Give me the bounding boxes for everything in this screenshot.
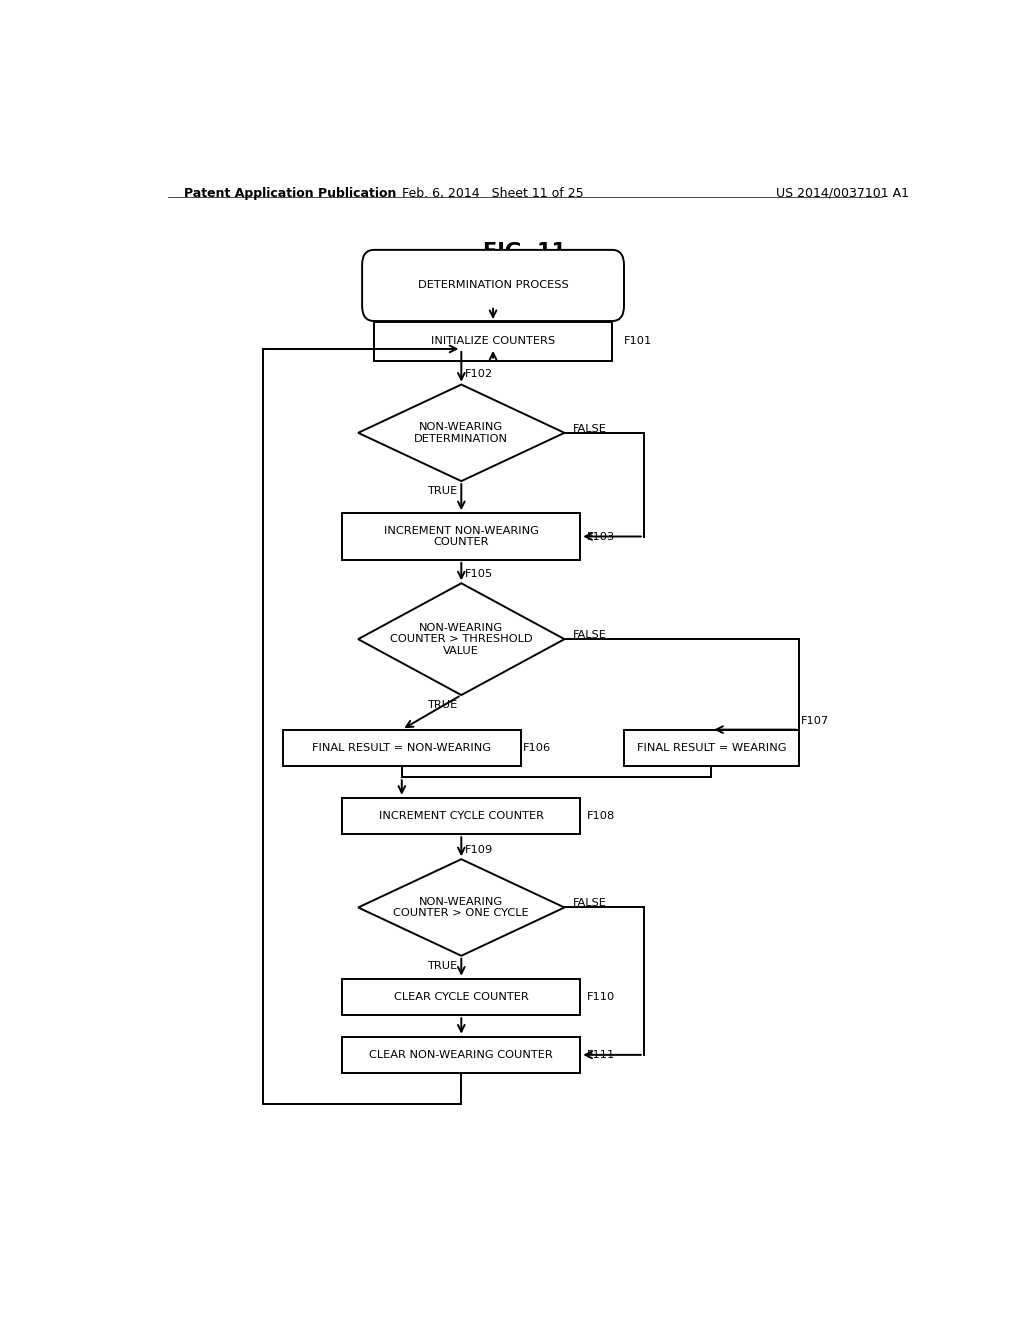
Text: F110: F110: [587, 991, 615, 1002]
Text: F101: F101: [624, 337, 652, 346]
Text: NON-WEARING
COUNTER > THRESHOLD
VALUE: NON-WEARING COUNTER > THRESHOLD VALUE: [390, 623, 532, 656]
Bar: [624, 730, 799, 766]
Text: F102: F102: [465, 370, 494, 379]
Text: FIG. 11: FIG. 11: [483, 242, 566, 261]
Bar: [342, 1036, 581, 1073]
Text: CLEAR NON-WEARING COUNTER: CLEAR NON-WEARING COUNTER: [370, 1049, 553, 1060]
Text: F106: F106: [523, 743, 551, 752]
Text: F105: F105: [465, 569, 494, 579]
FancyBboxPatch shape: [362, 249, 624, 321]
Text: INCREMENT NON-WEARING
COUNTER: INCREMENT NON-WEARING COUNTER: [384, 525, 539, 548]
Text: INITIALIZE COUNTERS: INITIALIZE COUNTERS: [431, 337, 555, 346]
Bar: [342, 978, 581, 1015]
Text: US 2014/0037101 A1: US 2014/0037101 A1: [776, 187, 908, 199]
Text: DETERMINATION PROCESS: DETERMINATION PROCESS: [418, 280, 568, 290]
Text: F108: F108: [587, 810, 615, 821]
Text: F107: F107: [801, 715, 829, 726]
Bar: [342, 513, 581, 560]
Text: FINAL RESULT = NON-WEARING: FINAL RESULT = NON-WEARING: [312, 743, 492, 752]
Text: TRUE: TRUE: [427, 961, 458, 970]
Polygon shape: [358, 583, 564, 696]
Text: FALSE: FALSE: [572, 899, 606, 908]
Text: Patent Application Publication: Patent Application Publication: [183, 187, 396, 199]
Text: TRUE: TRUE: [427, 700, 458, 710]
Text: F109: F109: [465, 845, 494, 855]
Text: INCREMENT CYCLE COUNTER: INCREMENT CYCLE COUNTER: [379, 810, 544, 821]
Text: TRUE: TRUE: [427, 486, 458, 496]
Text: NON-WEARING
COUNTER > ONE CYCLE: NON-WEARING COUNTER > ONE CYCLE: [393, 896, 529, 919]
Text: NON-WEARING
DETERMINATION: NON-WEARING DETERMINATION: [415, 422, 508, 444]
Text: F111: F111: [587, 1049, 615, 1060]
Polygon shape: [358, 859, 564, 956]
Bar: [342, 797, 581, 834]
Bar: [374, 322, 612, 360]
Text: FINAL RESULT = WEARING: FINAL RESULT = WEARING: [637, 743, 786, 752]
Text: F103: F103: [587, 532, 615, 541]
Text: FALSE: FALSE: [572, 630, 606, 640]
Bar: [283, 730, 521, 766]
Text: CLEAR CYCLE COUNTER: CLEAR CYCLE COUNTER: [394, 991, 528, 1002]
Text: FALSE: FALSE: [572, 424, 606, 434]
Text: Feb. 6, 2014   Sheet 11 of 25: Feb. 6, 2014 Sheet 11 of 25: [402, 187, 584, 199]
Polygon shape: [358, 384, 564, 480]
